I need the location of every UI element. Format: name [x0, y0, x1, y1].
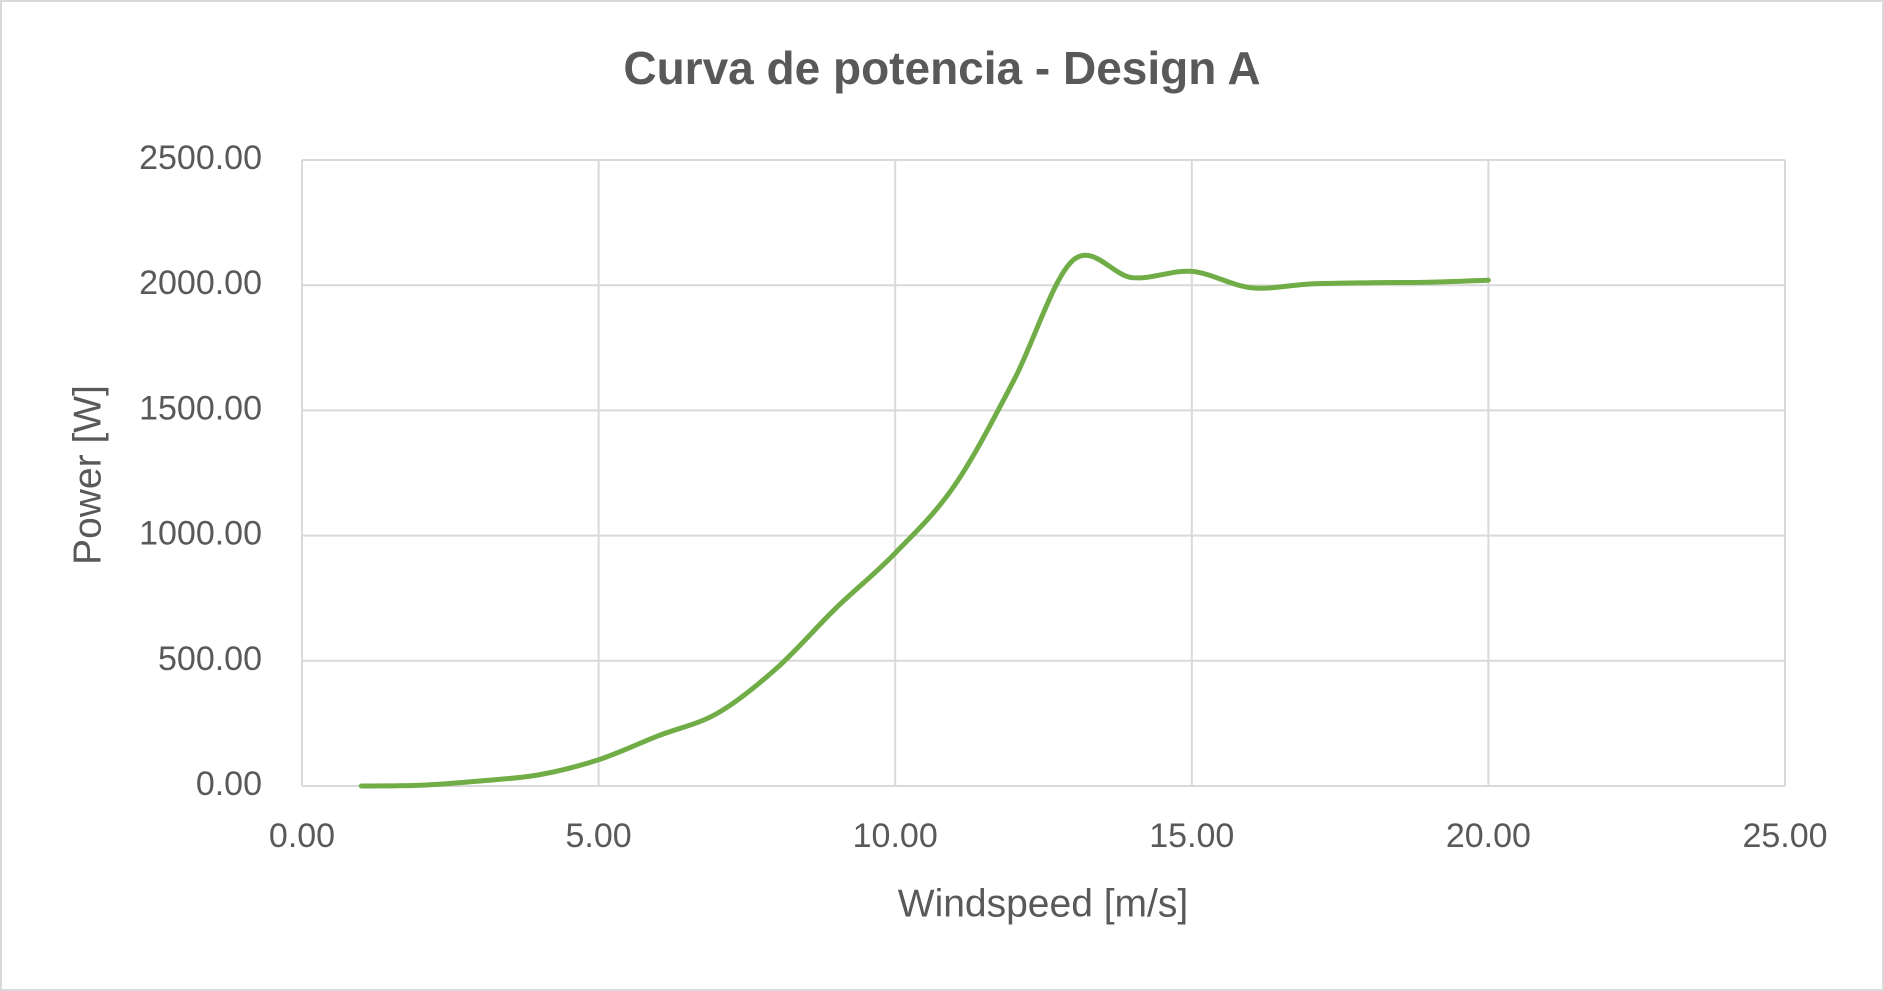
chart-title: Curva de potencia - Design A — [623, 42, 1260, 94]
x-axis-title: Windspeed [m/s] — [898, 882, 1188, 925]
x-tick-label: 0.00 — [269, 817, 335, 855]
x-tick-label: 25.00 — [1742, 817, 1827, 855]
y-tick-label: 2000.00 — [139, 264, 262, 302]
y-tick-label: 1500.00 — [139, 389, 262, 427]
y-tick-label: 500.00 — [158, 640, 262, 678]
x-tick-label: 15.00 — [1149, 817, 1234, 855]
y-tick-label: 2500.00 — [139, 139, 262, 177]
y-tick-label: 0.00 — [196, 765, 262, 803]
x-tick-label: 10.00 — [853, 817, 938, 855]
x-tick-label: 5.00 — [566, 817, 632, 855]
y-axis-title: Power [W] — [66, 385, 109, 565]
x-tick-label: 20.00 — [1446, 817, 1531, 855]
y-tick-label: 1000.00 — [139, 515, 262, 553]
data-line — [358, 252, 1491, 789]
